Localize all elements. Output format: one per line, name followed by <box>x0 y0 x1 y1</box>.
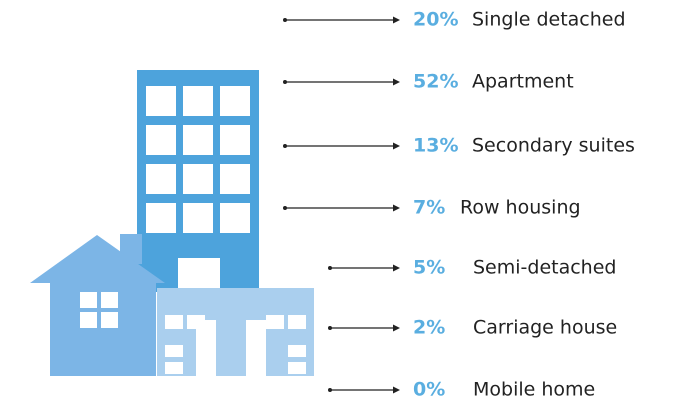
housing-type: Semi-detached <box>473 257 616 279</box>
leader-dot <box>283 80 287 84</box>
housing-type: Carriage house <box>473 317 617 339</box>
leader-dot <box>283 18 287 22</box>
page: 20% Single detached 52% Apartment 13% Seconda… <box>0 0 699 402</box>
leader-dot <box>283 144 287 148</box>
housing-type: Mobile home <box>473 379 595 401</box>
leader-arrow <box>393 17 400 24</box>
leader-dot <box>328 266 332 270</box>
leader-arrow <box>393 387 400 394</box>
housing-type: Secondary suites <box>472 135 635 157</box>
percent: 5% <box>413 257 445 279</box>
percent: 7% <box>413 197 445 219</box>
leader-arrow <box>393 265 400 272</box>
percent: 2% <box>413 317 445 339</box>
leader-dot <box>328 388 332 392</box>
buildings-illustration <box>30 70 314 376</box>
leader-dot <box>328 326 332 330</box>
percent: 52% <box>413 71 458 93</box>
leader-arrow <box>393 205 400 212</box>
leader-arrow <box>393 325 400 332</box>
housing-type: Row housing <box>460 197 581 219</box>
housing-type: Single detached <box>472 9 626 31</box>
infographic: 20% Single detached 52% Apartment 13% Seconda… <box>0 0 699 402</box>
percent: 13% <box>413 135 458 157</box>
percent: 20% <box>413 9 458 31</box>
legend-rows: 20% Single detached 52% Apartment 13% Seconda… <box>283 9 635 401</box>
leader-dot <box>283 206 287 210</box>
percent: 0% <box>413 379 445 401</box>
leader-arrow <box>393 79 400 86</box>
housing-type: Apartment <box>472 71 574 93</box>
leader-arrow <box>393 143 400 150</box>
